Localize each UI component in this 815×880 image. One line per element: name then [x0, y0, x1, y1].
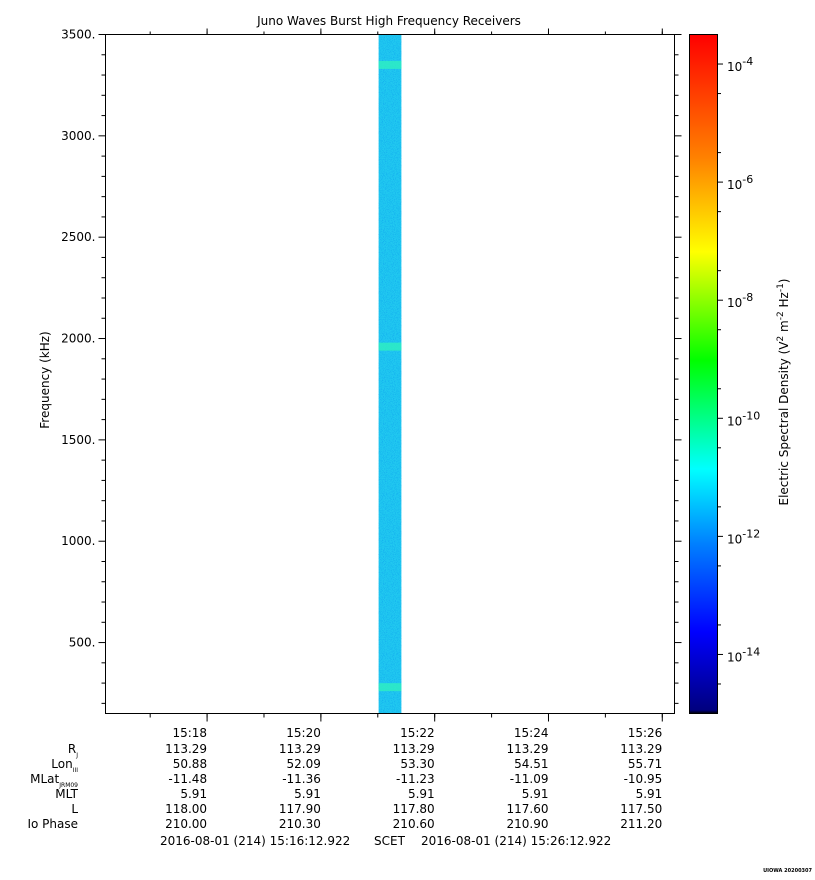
- ephemeris-value: 5.91: [294, 787, 321, 801]
- ephemeris-value: -11.48: [168, 772, 207, 786]
- colorbar-label: Electric Spectral Density (V2 m-2 Hz-1): [776, 278, 791, 505]
- plot-frame: [105, 34, 675, 714]
- ephemeris-row-label: MLatJRM09: [30, 772, 78, 789]
- colorbar-tick-label: 10-8: [727, 291, 753, 310]
- time-range-scet: SCET: [374, 834, 406, 848]
- heatmap-band: [378, 342, 402, 351]
- colorbar: [689, 34, 718, 714]
- time-range-start: 2016-08-01 (214) 15:16:12.922: [160, 834, 350, 848]
- x-tick-label: 15:24: [514, 726, 549, 740]
- ephemeris-row-label: MLT: [55, 787, 78, 801]
- x-tick-label: 15:18: [172, 726, 207, 740]
- ephemeris-value: 5.91: [180, 787, 207, 801]
- ephemeris-value: 113.29: [165, 742, 207, 756]
- x-axis: 15:18 15:20 15:22 15:24 15:26: [149, 28, 663, 740]
- ephemeris-value: 210.00: [165, 817, 207, 831]
- ephemeris-value: 5.91: [522, 787, 549, 801]
- ephemeris-value: 210.30: [279, 817, 321, 831]
- ephemeris-row-label: RJ: [68, 742, 78, 759]
- y-axis: 3500. 3000. 2500. 2000. 1500. 1000. 500.: [61, 28, 682, 704]
- y-tick-label: 3000.: [61, 129, 95, 143]
- ephemeris-value: 50.88: [173, 757, 207, 771]
- ephemeris-value: 52.09: [287, 757, 321, 771]
- y-tick-label: 2500.: [61, 230, 95, 244]
- ephemeris-row-label: LonIII: [51, 757, 78, 774]
- heatmap-band: [378, 683, 402, 692]
- ephemeris-value: 5.91: [636, 787, 663, 801]
- chart-title: Juno Waves Burst High Frequency Receiver…: [256, 14, 521, 28]
- colorbar-tick-label: 10-12: [727, 527, 760, 546]
- x-tick-label: 15:20: [286, 726, 321, 740]
- ephemeris-value: 113.29: [393, 742, 435, 756]
- footer-tag: UIOWA 20200307: [763, 868, 812, 874]
- y-tick-label: 1000.: [61, 534, 95, 548]
- ephemeris-value: -11.09: [510, 772, 549, 786]
- ephemeris-value: 113.29: [506, 742, 548, 756]
- colorbar-tick-label: 10-10: [727, 409, 760, 428]
- time-range-end: 2016-08-01 (214) 15:26:12.922: [421, 834, 611, 848]
- ephemeris-value: -11.23: [396, 772, 435, 786]
- y-tick-label: 3500.: [61, 28, 95, 42]
- ephemeris-value: -10.95: [624, 772, 663, 786]
- ephemeris-value: 113.29: [279, 742, 321, 756]
- ephemeris-value: 210.90: [506, 817, 548, 831]
- ephemeris-value: 210.60: [393, 817, 435, 831]
- ephemeris-value: 117.60: [506, 802, 548, 816]
- y-tick-label: 500.: [69, 636, 96, 650]
- ephemeris-value: 118.00: [165, 802, 207, 816]
- x-tick-label: 15:22: [400, 726, 435, 740]
- ephemeris-row-label: Io Phase: [27, 817, 78, 831]
- y-axis-label: Frequency (kHz): [38, 331, 52, 428]
- y-tick-label: 2000.: [61, 332, 95, 346]
- colorbar-tick-label: 10-6: [727, 173, 753, 192]
- ephemeris-value: -11.36: [282, 772, 321, 786]
- heatmap-band: [378, 60, 402, 69]
- ephemeris-value: 113.29: [620, 742, 662, 756]
- heatmap-cell: [378, 34, 402, 714]
- ephemeris-value: 55.71: [628, 757, 662, 771]
- ephemeris-value: 211.20: [620, 817, 662, 831]
- ephemeris-table: RJ 113.29 113.29 113.29 113.29 113.29 LonIII 50…: [27, 742, 662, 831]
- ephemeris-value: 117.80: [393, 802, 435, 816]
- ephemeris-row-label: L: [71, 802, 78, 816]
- ephemeris-value: 117.90: [279, 802, 321, 816]
- ephemeris-value: 53.30: [400, 757, 434, 771]
- data-column: [378, 34, 402, 714]
- colorbar-axis: 10-4 10-6 10-8 10-10 10-12 10-14: [717, 55, 760, 685]
- x-tick-label: 15:26: [628, 726, 663, 740]
- ephemeris-value: 5.91: [408, 787, 435, 801]
- colorbar-tick-label: 10-14: [727, 645, 760, 664]
- y-tick-label: 1500.: [61, 433, 95, 447]
- ephemeris-value: 117.50: [620, 802, 662, 816]
- colorbar-tick-label: 10-4: [727, 55, 753, 74]
- ephemeris-value: 54.51: [514, 757, 548, 771]
